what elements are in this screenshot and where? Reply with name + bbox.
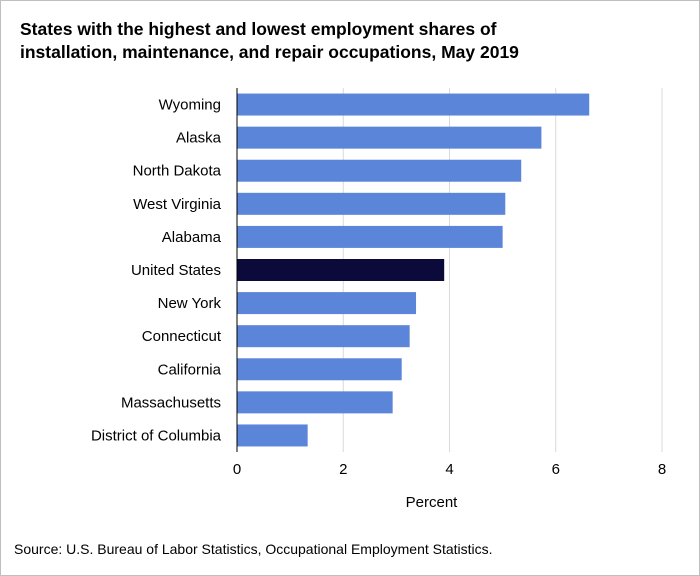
bar [237,225,503,248]
category-label: North Dakota [133,163,222,180]
bar [237,126,542,149]
category-label: New York [158,295,222,312]
source-note: Source: U.S. Bureau of Labor Statistics,… [14,541,493,557]
x-tick-label: 8 [658,461,666,478]
x-tick-label: 6 [552,461,560,478]
category-label: Connecticut [142,328,222,345]
bar [237,192,506,215]
bar [237,325,410,348]
category-label: Wyoming [159,97,221,114]
bar [237,358,402,381]
category-label: United States [131,262,221,279]
bar [237,391,393,414]
bar-chart: Wyoming Alaska North Dakota West Virginia Al… [91,88,666,511]
category-label: California [158,361,222,378]
category-label: District of Columbia [91,427,222,444]
bar [237,292,417,315]
bar [237,93,590,116]
bar [237,424,308,447]
x-tick-label: 0 [233,461,241,478]
chart-title-line-1: States with the highest and lowest emplo… [20,19,497,39]
category-label: Alaska [176,130,222,147]
x-tick-label: 2 [339,461,347,478]
x-tick-label: 4 [445,461,453,478]
chart-title: States with the highest and lowest emplo… [20,18,680,64]
category-label: Massachusetts [121,394,221,411]
category-label: West Virginia [133,196,221,213]
category-label: Alabama [162,229,222,246]
bar [237,259,445,281]
x-axis-label: Percent [406,494,459,511]
bar [237,159,522,182]
chart-title-line-2: installation, maintenance, and repair oc… [20,42,519,62]
